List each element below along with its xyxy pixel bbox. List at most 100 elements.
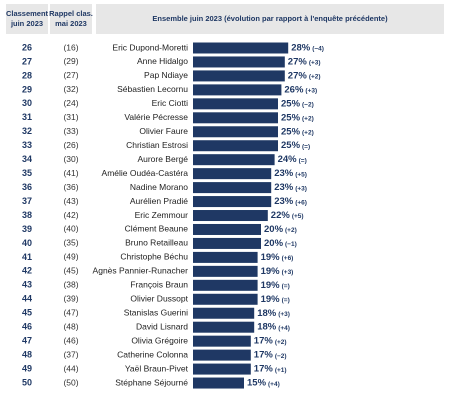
previous-rank: (41) [63,168,78,178]
value-label: 19% [261,266,281,277]
rank: 48 [22,349,32,359]
change-label: (+6) [295,199,307,206]
bar [193,363,251,375]
value-label: 19% [261,280,281,291]
bar [193,140,278,152]
value-label: 23% [274,168,294,179]
bar [193,182,272,194]
previous-rank: (46) [63,335,78,345]
previous-rank: (40) [63,224,78,234]
previous-rank: (27) [63,70,78,80]
change-label: (+2) [302,129,314,136]
name: Amélie Oudéa-Castéra [102,168,189,178]
rank: 27 [22,56,32,66]
rank: 41 [22,252,32,262]
rank: 32 [22,126,32,136]
value-label: 22% [271,210,291,221]
change-label: (=) [302,143,310,150]
bar [193,377,244,389]
name: Anne Hidalgo [137,56,188,66]
previous-rank: (39) [63,294,78,304]
header-cell [96,4,444,34]
bar [193,84,282,96]
value-label: 23% [274,182,294,193]
change-label: (+3) [295,185,307,192]
name: Stéphane Séjourné [115,377,188,387]
previous-rank: (49) [63,252,78,262]
previous-rank: (35) [63,238,78,248]
bar [193,126,278,138]
rank: 29 [22,84,32,94]
value-label: 18% [257,322,277,333]
rank: 37 [22,196,32,206]
bar [193,307,255,319]
value-label: 25% [281,98,301,109]
change-label: (−2) [275,353,287,360]
value-label: 25% [281,140,301,151]
previous-rank: (36) [63,182,78,192]
value-label: 20% [264,238,284,249]
previous-rank: (43) [63,196,78,206]
change-label: (=) [299,157,307,164]
previous-rank: (33) [63,126,78,136]
name: Christophe Béchu [120,252,188,262]
header-cell [6,4,48,34]
change-label: (=) [282,283,290,290]
name: Olivier Faure [139,126,188,136]
bar [193,293,258,305]
name: Agnès Pannier-Runacher [93,266,189,276]
rank: 44 [22,294,32,304]
value-label: 19% [261,252,281,263]
rank: 43 [22,280,32,290]
name: Olivia Grégoire [131,335,188,345]
rank: 47 [22,336,32,346]
change-label: (−2) [302,102,314,109]
previous-rank: (50) [63,377,78,387]
rank: 46 [22,322,32,332]
change-label: (+3) [278,311,290,318]
rank: 31 [22,112,32,122]
value-label: 24% [278,154,298,165]
rank: 36 [22,182,32,192]
name: Valérie Pécresse [124,112,188,122]
value-label: 25% [281,112,301,123]
name: Nadine Morano [130,182,188,192]
change-label: (+2) [285,227,297,234]
previous-rank: (31) [63,112,78,122]
bar [193,56,285,68]
change-label: (+3) [309,60,321,67]
change-label: (+3) [305,88,317,95]
column-header: Classement juin 2023 [6,9,49,28]
value-label: 17% [254,336,274,347]
rank: 28 [22,70,32,80]
column-header: Ensemble juin 2023 (évolution par rappor… [152,14,388,23]
value-label: 19% [261,294,281,305]
change-label: (+6) [282,255,294,262]
change-label: (−1) [285,241,297,248]
column-header: Rappel clas. mai 2023 [49,9,93,28]
name: Olivier Dussopt [130,294,188,304]
value-label: 25% [281,126,301,137]
name: Eric Dupond-Moretti [112,42,188,52]
value-label: 27% [288,70,308,81]
name: Sébastien Lecornu [117,84,188,94]
value-label: 28% [291,43,311,54]
name: Yaël Braun-Pivet [125,363,189,373]
bar [193,251,258,263]
bar [193,265,258,277]
previous-rank: (37) [63,349,78,359]
change-label: (+4) [268,381,280,388]
bar [193,154,275,166]
name: Aurélien Pradié [130,196,188,206]
name: Eric Ciotti [152,98,188,108]
value-label: 20% [264,224,284,235]
name: Clément Beaune [125,224,189,234]
previous-rank: (30) [63,154,78,164]
bar [193,279,258,291]
bar [193,196,272,208]
previous-rank: (44) [63,363,78,373]
rank: 50 [22,377,32,387]
change-label: (+2) [302,116,314,123]
change-label: (−4) [312,46,324,53]
previous-rank: (48) [63,321,78,331]
